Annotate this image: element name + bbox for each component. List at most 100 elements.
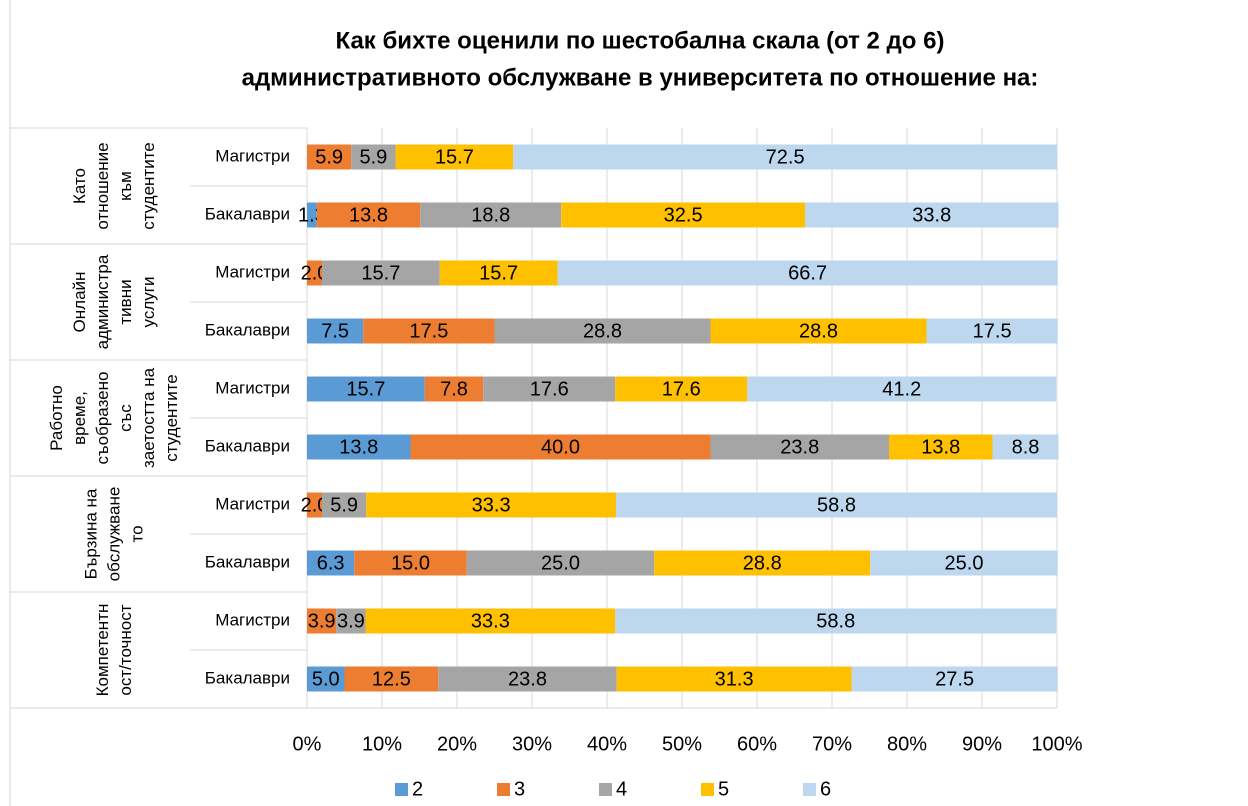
group-label: обслужване	[104, 487, 123, 582]
group-label: Онлайн	[70, 272, 89, 333]
x-tick-label: 60%	[737, 733, 777, 755]
group-label: със	[116, 404, 135, 432]
data-label: 41.2	[882, 378, 921, 400]
bar-segment	[439, 260, 558, 286]
group-label: Като	[70, 168, 89, 204]
group-label: студентите	[139, 142, 158, 230]
bar-segment	[870, 550, 1058, 576]
data-label: 13.8	[921, 436, 960, 458]
data-label: 17.6	[662, 378, 701, 400]
bar-segment	[365, 608, 616, 634]
bar-segment	[307, 376, 425, 402]
data-label: 8.8	[1012, 436, 1040, 458]
data-label: 28.8	[583, 320, 622, 342]
legend-swatch	[803, 783, 816, 796]
bar-segment	[851, 666, 1058, 692]
group-label: към	[116, 171, 135, 201]
bar-segment	[805, 202, 1059, 228]
bar-segment	[561, 202, 805, 228]
x-tick-label: 70%	[812, 733, 852, 755]
bar-segment	[420, 202, 562, 228]
data-label: 18.8	[471, 204, 510, 226]
group-label: заетостта на	[139, 367, 158, 468]
data-label: 33.3	[472, 494, 511, 516]
data-label: 5.0	[312, 668, 340, 690]
legend-label: 4	[616, 778, 627, 800]
data-label: 25.0	[945, 552, 984, 574]
bar-segment	[307, 492, 322, 518]
bar-segment	[307, 144, 352, 170]
data-label: 25.0	[541, 552, 580, 574]
bar-segment	[363, 318, 495, 344]
group-label: Бързина на	[81, 488, 100, 579]
bar-segment	[992, 434, 1059, 460]
data-label: 28.8	[799, 320, 838, 342]
bar-segment	[438, 666, 617, 692]
bar-segment	[747, 376, 1057, 402]
group-label: студентите	[162, 374, 181, 462]
legend-swatch	[599, 783, 612, 796]
data-label: 15.7	[435, 146, 474, 168]
x-tick-label: 100%	[1031, 733, 1082, 755]
bar-segment	[395, 144, 514, 170]
chart-title: Как бихте оценили по шестобална скала (о…	[336, 27, 945, 54]
data-label: 5.9	[315, 146, 343, 168]
data-label: 33.3	[471, 610, 510, 632]
data-label: 58.8	[817, 494, 856, 516]
bar-segment	[483, 376, 616, 402]
data-label: 72.5	[766, 146, 805, 168]
bar-segment	[616, 666, 852, 692]
x-tick-label: 10%	[362, 733, 402, 755]
data-label: 23.8	[780, 436, 819, 458]
data-label: 15.7	[479, 262, 518, 284]
group-label: време,	[70, 391, 89, 445]
data-label: 31.3	[715, 668, 754, 690]
bar-segment	[889, 434, 993, 460]
y-tick-label: Магистри	[215, 146, 290, 165]
bar-segment	[410, 434, 711, 460]
bar-segment	[494, 318, 711, 344]
data-label: 2.0	[301, 494, 329, 516]
legend-label: 3	[514, 778, 525, 800]
x-tick-label: 0%	[293, 733, 322, 755]
bar-segment	[336, 608, 366, 634]
bar-segment	[616, 492, 1057, 518]
data-label: 2.0	[301, 262, 329, 284]
data-label: 58.8	[816, 610, 855, 632]
data-label: 7.5	[321, 320, 349, 342]
data-label: 17.5	[973, 320, 1012, 342]
bar-segment	[344, 666, 439, 692]
data-label: 13.8	[349, 204, 388, 226]
x-tick-label: 30%	[512, 733, 552, 755]
y-tick-label: Магистри	[215, 494, 290, 513]
group-label: съобразено	[93, 372, 112, 465]
x-tick-label: 80%	[887, 733, 927, 755]
bar-segment	[615, 376, 748, 402]
legend-swatch	[395, 783, 408, 796]
x-tick-label: 40%	[587, 733, 627, 755]
x-tick-label: 50%	[662, 733, 702, 755]
legend-label: 2	[412, 778, 423, 800]
bar-segment	[354, 550, 467, 576]
bar-segment	[307, 550, 355, 576]
legend-swatch	[701, 783, 714, 796]
data-label: 23.8	[508, 668, 547, 690]
data-label: 5.9	[359, 146, 387, 168]
group-label: администра	[93, 254, 112, 349]
data-label: 15.0	[391, 552, 430, 574]
chart-title: административното обслужване в университ…	[242, 64, 1039, 91]
y-tick-label: Магистри	[215, 610, 290, 629]
group-label: Компетентн	[93, 604, 112, 697]
bar-segment	[351, 144, 396, 170]
bar-segment	[307, 318, 364, 344]
y-tick-label: Бакалаври	[205, 436, 290, 455]
bar-segment	[424, 376, 484, 402]
group-label: Работно	[47, 385, 66, 451]
bar-segment	[307, 202, 317, 228]
x-tick-label: 20%	[437, 733, 477, 755]
data-label: 33.8	[912, 204, 951, 226]
legend-label: 6	[820, 778, 831, 800]
bar-segment	[316, 202, 421, 228]
x-tick-label: 90%	[962, 733, 1002, 755]
